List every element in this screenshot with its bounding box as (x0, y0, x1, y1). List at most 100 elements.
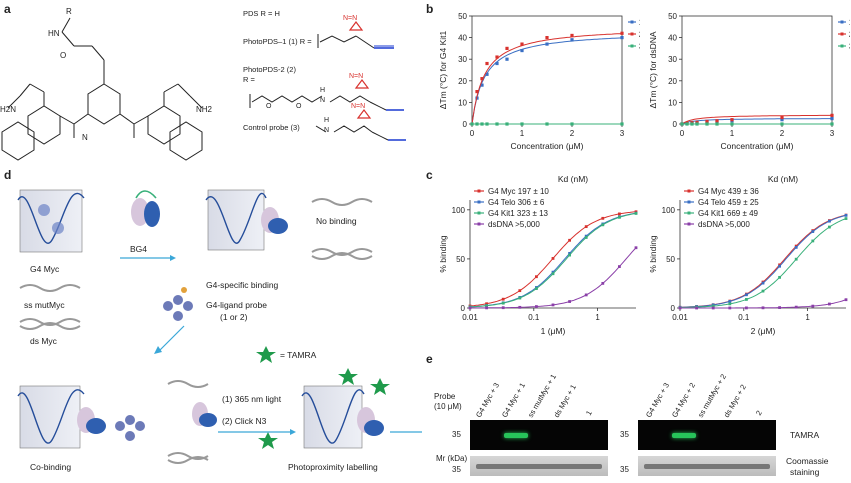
x-tick-label: 2 (570, 129, 575, 138)
pds-label: PDS R = H (243, 9, 280, 18)
x-tick-label: 0.1 (528, 313, 540, 322)
binding-point (828, 302, 831, 306)
nh-top: HN (48, 29, 60, 38)
tamra-star-icon-4 (338, 368, 358, 385)
data-point-series-3 (480, 122, 484, 126)
chart-b-dsdna: 0 10 20 30 40 50 0 1 2 3 Concentration (μM) ΔTm (°C… (648, 12, 850, 151)
r-group: R (66, 7, 72, 16)
y-axis-label: ΔTm (°C) for G4 Kit1 (438, 30, 448, 109)
label-ligand-probe2: (1 or 2) (220, 312, 248, 322)
data-point-series-3 (685, 122, 689, 126)
binding-point (745, 293, 748, 297)
binding-point (778, 306, 781, 309)
tamra-star-icon (256, 346, 276, 363)
binding-point (518, 289, 522, 293)
label-bg4: BG4 (130, 244, 147, 254)
lane-right-5: 2 (754, 409, 764, 417)
o-atom-2b: O (296, 103, 302, 110)
legend-marker (687, 222, 691, 226)
lane-right-4: ds Myc + 2 (722, 383, 748, 419)
binding-point (811, 304, 815, 308)
data-point-series-3 (495, 122, 499, 126)
gel-coomassie-left (470, 456, 608, 476)
h2n-left: H2N (0, 105, 16, 114)
y-axis-label: % binding (438, 235, 448, 273)
binding-point (728, 306, 732, 310)
legend-marker-3 (840, 44, 844, 48)
binding-point (634, 246, 638, 250)
data-point-series-1 (520, 48, 524, 53)
n-atom: N (82, 133, 88, 142)
gel-lanes-left: G4 Myc + 3 G4 Myc + 1 ss mutMyc + 1 ds M… (474, 372, 594, 419)
panel-d-schematic: G4 Myc ss mutMyc ds Myc BG4 G4-specific … (17, 189, 422, 472)
binding-point (778, 264, 781, 268)
y-tick-label: 10 (458, 98, 467, 107)
data-point-series-1 (495, 61, 499, 66)
o-atom-2a: O (266, 103, 272, 110)
binding-point (601, 223, 605, 227)
x-tick-label: 2 (780, 129, 785, 138)
binding-point (501, 297, 505, 301)
data-point-series-3 (520, 122, 524, 126)
legend-label-2: 2 (639, 29, 640, 39)
legend-label: dsDNA >5,000 (488, 220, 540, 229)
binding-point (485, 302, 488, 306)
diazirine-3: N=N (351, 103, 365, 110)
y-tick-label: 0 (463, 120, 468, 129)
binding-point (761, 306, 765, 310)
binding-point (728, 300, 732, 303)
binding-point (551, 257, 555, 260)
legend-marker (477, 211, 481, 215)
y-tick-label: 0 (461, 304, 466, 313)
tamra-band-left (504, 433, 528, 438)
binding-point (535, 305, 538, 308)
label-photoprox: Photoproximity labelling (288, 462, 378, 472)
data-point-series-3 (475, 122, 479, 126)
binding-point (584, 236, 588, 239)
data-point-series-1 (480, 83, 484, 87)
legend-label: dsDNA >5,000 (698, 220, 750, 229)
binding-point (551, 270, 555, 274)
y-tick-label: 20 (458, 77, 467, 86)
legend-label-3: 3 (849, 41, 850, 51)
data-point-series-1 (620, 36, 624, 40)
tamra-star-icon-2 (258, 432, 278, 449)
legend-marker (687, 211, 691, 215)
binding-point (518, 296, 522, 300)
label-step1: (1) 365 nm light (222, 394, 282, 404)
legend-label: G4 Kit1 323 ± 13 (488, 209, 549, 218)
legend-marker (687, 189, 691, 193)
legend-label: G4 Kit1 669 ± 49 (698, 209, 759, 218)
data-point-series-2 (480, 77, 484, 81)
binding-curve (470, 247, 637, 309)
chart-c-probe1: 0 50 100 0.01 0.1 1 1 (μM) % binding Kd (nM) G4 M… (438, 174, 638, 336)
fit-line-series-1 (681, 118, 832, 125)
data-point-series-3 (505, 122, 509, 126)
chart-c-probe2: 0 50 100 0.01 0.1 1 2 (μM) % binding Kd (nM) G4 M… (648, 174, 848, 336)
x-tick-label: 0.01 (672, 313, 688, 322)
g4-quadruplex-1 (17, 189, 85, 253)
photopds1-label: PhotoPDS–1 (1) R = (243, 37, 312, 46)
binding-point (568, 251, 571, 255)
binding-point (745, 306, 748, 310)
panel-a-structures: O N R HN H2N NH2 PDS R = H PhotoPDS–1 (1… (0, 7, 406, 161)
legend-label: G4 Telo 459 ± 25 (698, 198, 759, 207)
data-point-series-3 (690, 122, 694, 126)
label-step2: (2) Click N3 (222, 416, 267, 426)
y-tick-label: 0 (671, 304, 676, 313)
bg4-antibody (131, 190, 160, 227)
binding-point (634, 210, 638, 214)
data-point-series-2 (495, 55, 499, 59)
o-atom: O (60, 51, 66, 60)
data-point-series-2 (475, 90, 479, 94)
legend-marker-2 (630, 32, 634, 36)
y-tick-label: 50 (666, 255, 675, 264)
legend-title: Kd (nM) (558, 174, 588, 184)
n-atom-2: N (320, 97, 325, 104)
y-tick-label: 40 (458, 34, 467, 43)
n-atom-3: N (324, 127, 329, 134)
legend-label-1: 1 (639, 17, 640, 27)
binding-point (551, 272, 555, 276)
coomassie-band-right (644, 464, 770, 469)
legend-label: G4 Myc 197 ± 10 (488, 187, 549, 196)
